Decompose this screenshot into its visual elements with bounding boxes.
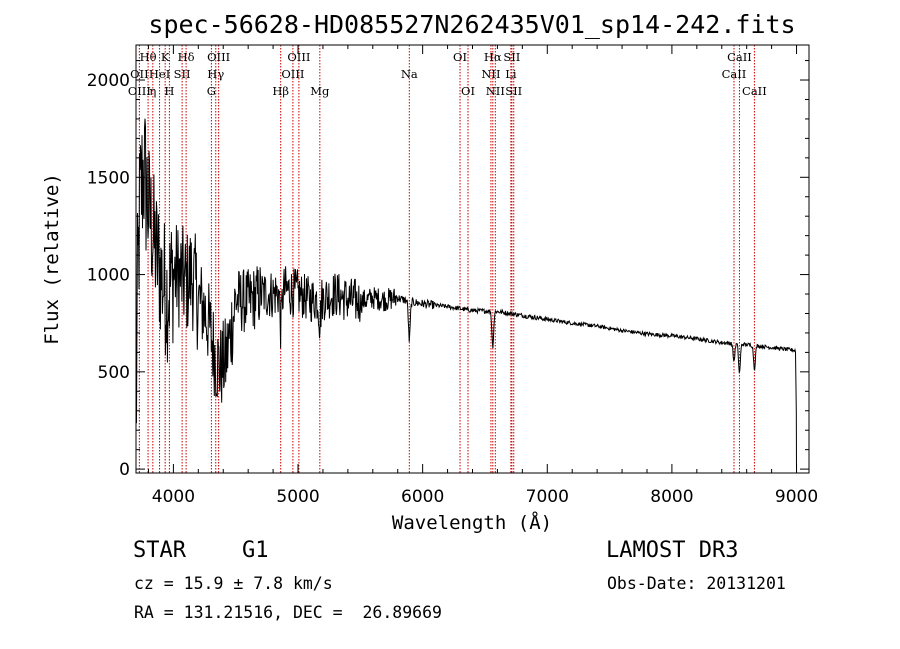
y-tick-label: 2000 <box>87 71 130 91</box>
x-tick-label: 6000 <box>401 487 444 507</box>
spectral-line-label: Na <box>401 67 418 81</box>
plot-frame <box>135 44 810 474</box>
spectral-line-markers <box>138 45 755 473</box>
spectral-line-label: SII <box>505 84 522 98</box>
redshift-readout: cz = 15.9 ± 7.8 km/s <box>134 574 333 593</box>
x-tick-label: 4000 <box>152 487 195 507</box>
y-axis-ticks: 0 500 1000 1500 2000 <box>87 60 809 480</box>
spectral-line-label: SII <box>503 50 520 64</box>
object-class: STAR <box>133 538 186 563</box>
spectral-line-label: OI <box>461 84 475 98</box>
y-tick-label: 1000 <box>87 266 130 286</box>
observation-date: Obs-Date: 20131201 <box>607 574 786 593</box>
spectral-line-label: HeI <box>149 67 170 81</box>
spectral-line-label: H <box>164 84 174 98</box>
spectral-line-label: Li <box>505 67 517 81</box>
y-tick-label: 1500 <box>87 168 130 188</box>
spectral-line-label: OIII <box>207 50 230 64</box>
object-subclass: G1 <box>242 538 269 563</box>
spectral-line-label: Hα <box>484 50 502 64</box>
spectral-line-label: SII <box>174 67 191 81</box>
spectral-line-label: OII <box>130 67 149 81</box>
spectral-line-label: NII <box>481 67 500 81</box>
x-tick-label: 5000 <box>276 487 319 507</box>
survey-name: LAMOST DR3 <box>606 538 739 563</box>
spectral-line-label: η <box>149 84 156 98</box>
spectral-line-label: OIII <box>281 67 304 81</box>
spectral-line-label: Hδ <box>178 50 195 64</box>
spectral-line-label: CaII <box>742 84 767 98</box>
spectral-line-label: OI <box>453 50 467 64</box>
y-axis-label: Flux (relative) <box>41 173 63 345</box>
chart-title: spec-56628-HD085527N262435V01_sp14-242.f… <box>148 10 795 39</box>
spectral-line-label: CaII <box>727 50 752 64</box>
spectral-line-label: Hβ <box>272 84 289 98</box>
y-tick-label: 0 <box>119 460 130 480</box>
x-tick-label: 9000 <box>775 487 818 507</box>
x-tick-label: 8000 <box>650 487 693 507</box>
spectral-line-label: OIII <box>128 84 151 98</box>
x-tick-label: 7000 <box>526 487 569 507</box>
spectral-line-label: NII <box>486 84 505 98</box>
spectral-line-label: OIII <box>287 50 310 64</box>
x-axis-label: Wavelength (Å) <box>392 511 552 534</box>
spectrum-line <box>135 118 797 470</box>
coordinates-readout: RA = 131.21516, DEC = 26.89669 <box>134 603 442 622</box>
spectral-line-label: G <box>207 84 216 98</box>
x-axis-ticks: 4000 5000 6000 7000 8000 9000 <box>147 45 818 507</box>
spectral-line-label: Hθ <box>140 50 157 64</box>
y-tick-label: 500 <box>98 363 130 383</box>
spectral-line-label: K <box>161 50 170 64</box>
spectral-line-label: Hγ <box>207 67 224 81</box>
spectral-line-label: Mg <box>310 84 330 98</box>
spectral-line-label: CaII <box>722 67 747 81</box>
